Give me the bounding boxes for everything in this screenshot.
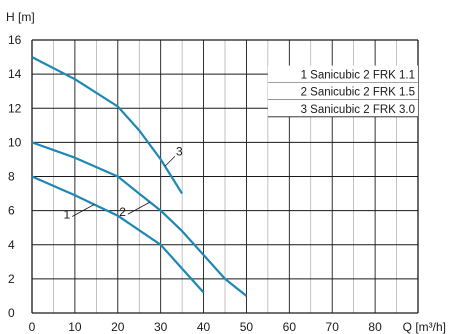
y-tick-labels: 0 2 4 6 8 10 12 14 16 <box>8 33 22 320</box>
series-label-leader <box>127 201 151 215</box>
x-tick-label: 20 <box>111 320 125 334</box>
y-tick-label: 6 <box>8 204 15 218</box>
y-axis-label: H [m] <box>6 10 35 24</box>
legend-entry-bg <box>267 82 418 100</box>
series-labels: 1 2 3 <box>64 144 183 221</box>
series-line-1 <box>31 175 205 294</box>
y-tick-label: 0 <box>8 306 15 320</box>
legend-entry-bg <box>267 99 418 117</box>
x-tick-label: 50 <box>240 320 254 334</box>
y-tick-label: 14 <box>8 67 22 81</box>
y-tick-label: 16 <box>8 33 22 47</box>
y-tick-label: 2 <box>8 272 15 286</box>
x-tick-labels: 0 10 20 30 40 50 60 70 80 <box>29 320 382 334</box>
series-label-1: 1 <box>64 207 71 221</box>
x-tick-label: 30 <box>154 320 168 334</box>
y-tick-label: 4 <box>8 238 15 252</box>
grid-major <box>31 39 419 314</box>
x-tick-label: 70 <box>326 320 340 334</box>
series-lines <box>31 56 248 297</box>
legend-entry-bg <box>267 65 418 83</box>
x-axis-label: Q [m³/h] <box>403 320 446 334</box>
x-tick-label: 0 <box>29 320 36 334</box>
series-label-leader <box>164 155 176 167</box>
series-label-2: 2 <box>119 205 126 219</box>
y-tick-label: 8 <box>8 170 15 184</box>
series-line-3 <box>31 56 184 195</box>
y-tick-label: 10 <box>8 135 22 149</box>
x-tick-label: 40 <box>197 320 211 334</box>
series-label-3: 3 <box>176 144 183 158</box>
x-tick-label: 80 <box>368 320 382 334</box>
x-tick-label: 10 <box>68 320 82 334</box>
legend-entry: 3 Sanicubic 2 FRK 3.0 <box>301 104 415 116</box>
x-tick-label: 60 <box>283 320 297 334</box>
series-line-2 <box>31 141 248 297</box>
y-tick-label: 12 <box>8 101 22 115</box>
legend: 1 Sanicubic 2 FRK 1.1 2 Sanicubic 2 FRK 1… <box>267 65 418 118</box>
legend-entry: 1 Sanicubic 2 FRK 1.1 <box>301 70 415 82</box>
series-label-leader <box>71 204 95 217</box>
legend-entry: 2 Sanicubic 2 FRK 1.5 <box>301 87 415 99</box>
